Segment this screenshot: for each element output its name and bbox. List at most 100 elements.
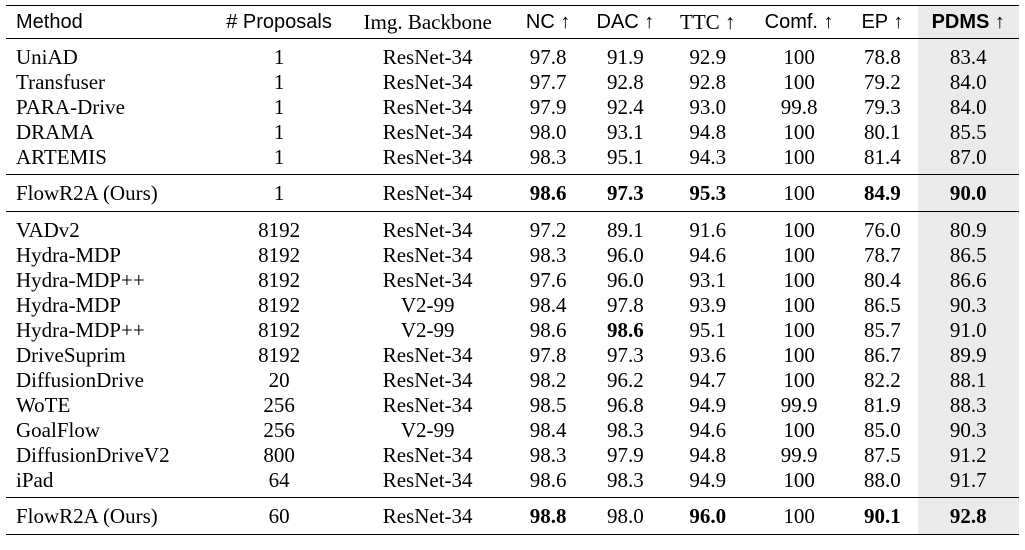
cell-backbone: ResNet-34 (382, 120, 473, 144)
header-method: Method (16, 11, 83, 33)
cell-comf: 99.9 (780, 393, 818, 417)
cell-proposals: 8192 (258, 293, 301, 317)
cell-comf: 100 (783, 504, 815, 528)
cell-ttc: 92.8 (689, 70, 727, 94)
cell-backbone: ResNet-34 (382, 95, 473, 119)
cell-nc: 98.6 (529, 181, 567, 205)
cell-dac: 91.9 (607, 45, 644, 69)
cell-ep: 78.7 (864, 243, 901, 267)
cell-dac: 92.4 (607, 95, 644, 119)
table-row: iPad 64 ResNet-34 98.6 98.3 94.9 100 88.0 91.7 (6, 468, 1019, 498)
multi-proposal-group: VADv2 8192 ResNet-34 97.2 89.1 91.6 100 76.0 80.… (6, 211, 1019, 498)
cell-ep: 81.9 (864, 393, 901, 417)
cell-nc: 98.8 (529, 504, 567, 528)
cell-nc: 98.3 (529, 443, 567, 467)
cell-method: Hydra-MDP++ (16, 318, 145, 342)
cell-ttc: 94.9 (689, 393, 727, 417)
cell-ep: 76.0 (864, 218, 901, 242)
single-proposal-group: UniAD 1 ResNet-34 97.8 91.9 92.9 100 78.8 83.4 Tr… (6, 38, 1019, 175)
cell-method: DiffusionDriveV2 (16, 443, 170, 467)
cell-ep: 78.8 (864, 45, 901, 69)
cell-proposals: 8192 (258, 243, 301, 267)
cell-ttc: 94.8 (689, 120, 727, 144)
cell-dac: 92.8 (607, 70, 644, 94)
cell-ep: 85.0 (864, 418, 901, 442)
table-row: DiffusionDriveV2 800 ResNet-34 98.3 97.9 94.8… (6, 443, 1019, 468)
cell-ttc: 93.6 (689, 343, 727, 367)
cell-backbone: V2-99 (400, 293, 455, 317)
cell-dac: 97.3 (607, 181, 644, 205)
cell-comf: 100 (783, 243, 815, 267)
cell-backbone: ResNet-34 (382, 70, 473, 94)
cell-method: Hydra-MDP (16, 293, 121, 317)
cell-ep: 90.1 (864, 504, 901, 528)
cell-ttc: 93.0 (689, 95, 727, 119)
cell-ep: 86.5 (864, 293, 901, 317)
cell-backbone: ResNet-34 (382, 145, 473, 169)
cell-ttc: 94.9 (689, 468, 727, 492)
table-row: DRAMA 1 ResNet-34 98.0 93.1 94.8 100 80.1 85.5 (6, 120, 1019, 145)
cell-dac: 97.8 (607, 293, 644, 317)
table-row: GoalFlow 256 V2-99 98.4 98.3 94.6 100 85.0 90.3 (6, 418, 1019, 443)
cell-backbone: V2-99 (400, 318, 455, 342)
cell-backbone: V2-99 (400, 418, 455, 442)
header-proposals: # Proposals (226, 11, 332, 33)
cell-ttc: 94.8 (689, 443, 727, 467)
cell-nc: 97.6 (529, 268, 567, 292)
cell-proposals: 1 (273, 145, 285, 169)
cell-ttc: 93.9 (689, 293, 727, 317)
cell-comf: 99.8 (780, 95, 818, 119)
header-row: Method # Proposals Img. Backbone NC ↑ DA… (6, 5, 1019, 39)
cell-method: GoalFlow (16, 418, 100, 442)
table-row: UniAD 1 ResNet-34 97.8 91.9 92.9 100 78.8 83.4 (6, 38, 1019, 70)
cell-backbone: ResNet-34 (382, 268, 473, 292)
results-table: Method # Proposals Img. Backbone NC ↑ DA… (6, 5, 1019, 535)
cell-backbone: ResNet-34 (382, 343, 473, 367)
cell-pdms: 92.8 (917, 497, 1019, 535)
table-row: ARTEMIS 1 ResNet-34 98.3 95.1 94.3 100 81.4 87.0 (6, 145, 1019, 175)
cell-pdms: 83.4 (917, 38, 1019, 70)
cell-pdms: 88.3 (917, 393, 1019, 418)
table-row: PARA-Drive 1 ResNet-34 97.9 92.4 93.0 99.8 79.3… (6, 95, 1019, 120)
cell-ep: 88.0 (864, 468, 901, 492)
cell-comf: 100 (783, 293, 815, 317)
cell-proposals: 8192 (258, 343, 301, 367)
cell-ttc: 93.1 (689, 268, 727, 292)
cell-ttc: 91.6 (689, 218, 727, 242)
cell-dac: 89.1 (607, 218, 644, 242)
cell-nc: 98.4 (529, 293, 567, 317)
cell-comf: 100 (783, 120, 815, 144)
cell-comf: 100 (783, 418, 815, 442)
header-ttc: TTC ↑ (680, 10, 736, 34)
table-row: FlowR2A (Ours) 60 ResNet-34 98.8 98.0 96.0 100… (6, 497, 1019, 535)
cell-nc: 98.3 (529, 243, 567, 267)
cell-proposals: 20 (268, 368, 290, 392)
cell-method: Hydra-MDP (16, 243, 121, 267)
cell-backbone: ResNet-34 (382, 243, 473, 267)
cell-nc: 97.7 (529, 70, 567, 94)
cell-pdms: 90.3 (917, 293, 1019, 318)
cell-nc: 98.0 (529, 120, 567, 144)
cell-ttc: 92.9 (689, 45, 727, 69)
cell-proposals: 1 (273, 95, 285, 119)
cell-pdms: 91.0 (917, 318, 1019, 343)
cell-ttc: 96.0 (689, 504, 727, 528)
cell-comf: 100 (783, 318, 815, 342)
cell-method: FlowR2A (Ours) (16, 181, 158, 205)
header-dac: DAC ↑ (596, 11, 655, 33)
cell-method: VADv2 (16, 218, 80, 242)
ours-multi-proposal-group: FlowR2A (Ours) 60 ResNet-34 98.8 98.0 96.0 100… (6, 497, 1019, 535)
table-row: DiffusionDrive 20 ResNet-34 98.2 96.2 94.7 100… (6, 368, 1019, 393)
cell-method: UniAD (16, 45, 78, 69)
cell-backbone: ResNet-34 (382, 45, 473, 69)
cell-ep: 79.2 (864, 70, 901, 94)
cell-pdms: 86.5 (917, 243, 1019, 268)
cell-proposals: 800 (263, 443, 295, 467)
cell-backbone: ResNet-34 (382, 218, 473, 242)
cell-ep: 84.9 (864, 181, 901, 205)
cell-proposals: 256 (263, 418, 295, 442)
cell-pdms: 80.9 (917, 211, 1019, 243)
cell-pdms: 91.2 (917, 443, 1019, 468)
cell-method: ARTEMIS (16, 145, 107, 169)
table-row: Hydra-MDP 8192 ResNet-34 98.3 96.0 94.6 100 78.… (6, 243, 1019, 268)
